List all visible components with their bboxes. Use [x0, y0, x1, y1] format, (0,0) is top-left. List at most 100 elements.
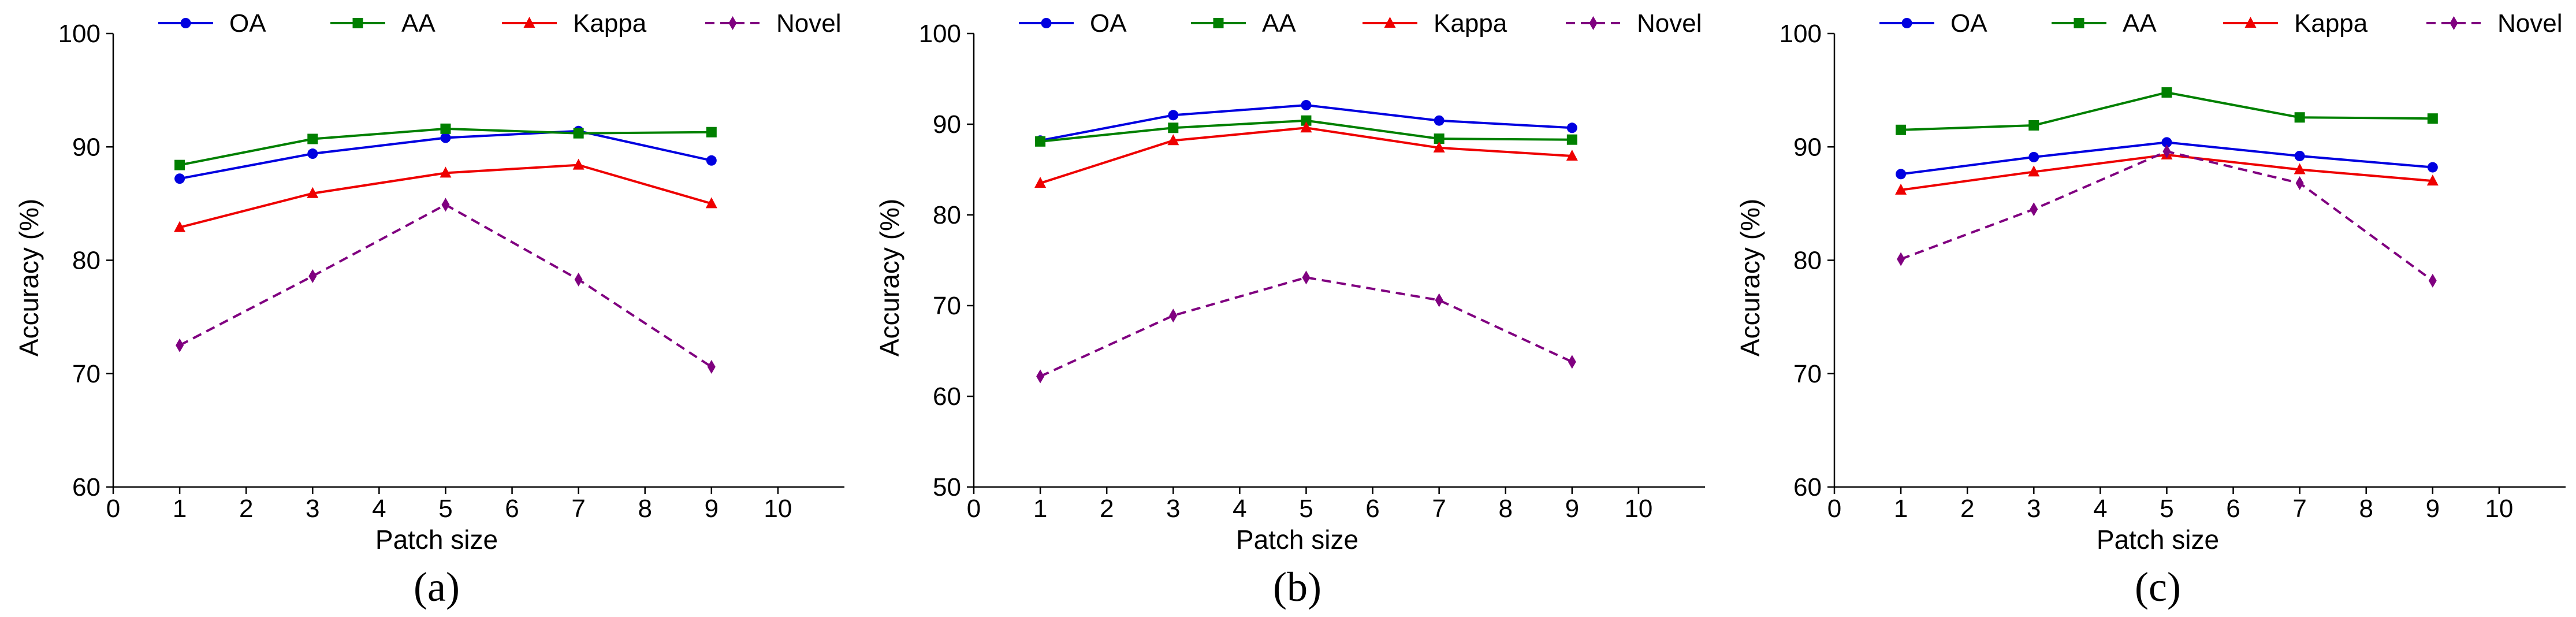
data-point-novel	[1036, 369, 1045, 384]
data-point-aa	[1301, 115, 1312, 126]
data-point-novel	[308, 269, 317, 283]
data-point-aa	[573, 128, 584, 139]
series-line-aa	[1901, 91, 2433, 131]
x-tick-label: 2	[1960, 495, 1974, 523]
legend-marker	[1589, 16, 1598, 30]
data-point-aa	[2161, 87, 2172, 98]
y-tick-label: 60	[933, 382, 961, 411]
x-tick-label: 7	[571, 495, 585, 523]
y-tick-label: 50	[933, 473, 961, 501]
y-tick-label: 60	[1793, 473, 1822, 501]
data-point-novel	[1568, 355, 1576, 369]
data-point-kappa	[174, 221, 186, 232]
data-point-aa	[307, 133, 318, 144]
legend-label: Kappa	[2294, 9, 2368, 38]
x-tick-label: 9	[1565, 495, 1579, 523]
data-point-oa	[1301, 100, 1312, 111]
data-point-novel	[2030, 202, 2038, 217]
data-point-oa	[174, 173, 185, 184]
legend-label: AA	[401, 9, 435, 38]
panel-label: (a)	[414, 564, 460, 610]
legend-marker	[352, 18, 363, 28]
data-point-aa	[1035, 136, 1046, 147]
legend-label: OA	[229, 9, 266, 38]
x-tick-label: 7	[1432, 495, 1446, 523]
data-point-kappa	[1566, 149, 1578, 161]
x-tick-label: 4	[2093, 495, 2107, 523]
x-tick-label: 7	[2292, 495, 2306, 523]
legend-marker	[728, 16, 737, 30]
x-tick-label: 6	[505, 495, 519, 523]
x-tick-label: 8	[638, 495, 652, 523]
data-point-aa	[1566, 134, 1577, 145]
x-tick-label: 8	[1498, 495, 1512, 523]
x-tick-label: 0	[1827, 495, 1841, 523]
data-point-oa	[2028, 151, 2039, 162]
data-point-kappa	[2426, 174, 2439, 186]
y-axis-label: Accuracy (%)	[874, 199, 904, 356]
data-point-kappa	[705, 197, 717, 209]
x-tick-label: 8	[2359, 495, 2373, 523]
data-point-aa	[1896, 124, 1907, 135]
data-point-oa	[706, 155, 717, 166]
chart-panel-1: 0 1 2 3 4 5 6 7 8 9 10 50 60 70 80 90 100 Patch size Accur…	[874, 9, 1705, 610]
y-tick-label: 80	[933, 201, 961, 229]
x-axis-label: Patch size	[2097, 525, 2219, 555]
y-tick-label: 100	[1780, 20, 1822, 48]
data-point-kappa	[2028, 165, 2040, 177]
legend-marker	[2244, 17, 2257, 28]
panel-label: (b)	[1273, 564, 1321, 610]
series-line-novel	[1900, 150, 2434, 282]
data-point-novel	[441, 198, 450, 212]
x-tick-label: 3	[2027, 495, 2041, 523]
data-point-aa	[706, 127, 717, 137]
legend-label: Kappa	[1434, 9, 1507, 38]
x-tick-label: 4	[372, 495, 386, 523]
legend-label: OA	[1950, 9, 1987, 38]
x-tick-label: 3	[1166, 495, 1180, 523]
legend-marker	[1041, 18, 1052, 28]
data-point-novel	[176, 338, 184, 352]
series-line-novel	[1040, 276, 1573, 378]
x-tick-label: 3	[306, 495, 319, 523]
x-tick-label: 6	[1365, 495, 1379, 523]
data-point-oa	[440, 132, 451, 143]
data-point-kappa	[572, 158, 585, 170]
x-tick-label: 2	[1100, 495, 1114, 523]
legend-marker	[2450, 16, 2458, 30]
data-point-novel	[574, 272, 583, 287]
data-point-kappa	[1300, 121, 1312, 133]
data-point-oa	[307, 148, 318, 159]
data-point-kappa	[1895, 183, 1907, 195]
y-tick-label: 70	[1793, 360, 1822, 388]
legend-marker	[2074, 18, 2084, 28]
legend-label: Novel	[776, 9, 842, 38]
legend-marker	[523, 17, 535, 28]
y-axis-label: Accuracy (%)	[1735, 199, 1765, 356]
data-point-aa	[2028, 120, 2039, 131]
data-point-oa	[2161, 137, 2172, 148]
x-tick-label: 9	[705, 495, 719, 523]
legend-label: Novel	[2497, 9, 2563, 38]
data-point-aa	[2294, 112, 2305, 123]
data-point-aa	[440, 123, 451, 134]
legend-marker	[1901, 18, 1912, 28]
data-point-novel	[1169, 308, 1178, 323]
x-tick-label: 1	[1033, 495, 1047, 523]
y-tick-label: 100	[58, 20, 100, 48]
data-point-kappa	[307, 187, 319, 198]
x-axis-label: Patch size	[375, 525, 498, 555]
x-tick-label: 5	[438, 495, 452, 523]
data-point-novel	[1435, 293, 1443, 307]
series-line-novel	[179, 203, 712, 368]
x-tick-label: 6	[2226, 495, 2240, 523]
series-line-kappa	[1040, 127, 1572, 184]
chart-panel-0: 0 1 2 3 4 5 6 7 8 9 10 60 70 80 90 100 Patch size Accurac…	[14, 9, 844, 610]
y-tick-label: 80	[72, 247, 100, 275]
data-point-kappa	[1034, 177, 1047, 188]
data-point-aa	[2427, 113, 2438, 124]
y-tick-label: 90	[933, 110, 961, 139]
data-point-novel	[1302, 270, 1311, 285]
data-point-oa	[2294, 150, 2305, 161]
x-tick-label: 10	[764, 495, 792, 523]
